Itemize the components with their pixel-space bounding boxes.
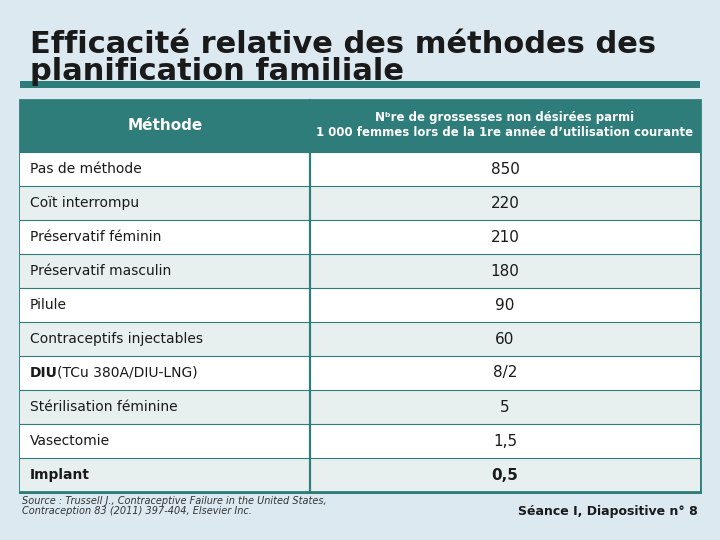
Text: Efficacité relative des méthodes des: Efficacité relative des méthodes des: [30, 30, 656, 59]
Text: 8/2: 8/2: [492, 366, 517, 381]
Text: Vasectomie: Vasectomie: [30, 434, 110, 448]
Text: 1 000 femmes lors de la 1re année d’utilisation courante: 1 000 femmes lors de la 1re année d’util…: [316, 125, 693, 138]
Text: 1,5: 1,5: [493, 434, 517, 449]
Text: Contraception 83 (2011) 397-404, Elsevier Inc.: Contraception 83 (2011) 397-404, Elsevie…: [22, 506, 252, 516]
Text: Nᵇre de grossesses non désirées parmi: Nᵇre de grossesses non désirées parmi: [375, 111, 634, 125]
Text: Préservatif masculin: Préservatif masculin: [30, 264, 171, 278]
Text: Coït interrompu: Coït interrompu: [30, 196, 139, 210]
FancyBboxPatch shape: [20, 100, 700, 152]
Text: 60: 60: [495, 332, 515, 347]
Text: Source : Trussell J., Contraceptive Failure in the United States,: Source : Trussell J., Contraceptive Fail…: [22, 496, 327, 506]
Text: Contraceptifs injectables: Contraceptifs injectables: [30, 332, 203, 346]
Text: DIU: DIU: [30, 366, 58, 380]
Text: Séance I, Diapositive n° 8: Séance I, Diapositive n° 8: [518, 505, 698, 518]
FancyBboxPatch shape: [20, 458, 700, 492]
FancyBboxPatch shape: [20, 81, 700, 88]
Text: Stérilisation féminine: Stérilisation féminine: [30, 400, 178, 414]
Text: (TCu 380A/DIU-LNG): (TCu 380A/DIU-LNG): [57, 366, 197, 380]
Text: Pilule: Pilule: [30, 298, 67, 312]
Text: 850: 850: [490, 161, 519, 177]
Text: 220: 220: [490, 195, 519, 211]
FancyBboxPatch shape: [20, 254, 700, 288]
FancyBboxPatch shape: [20, 288, 700, 322]
Text: planification familiale: planification familiale: [30, 57, 404, 86]
FancyBboxPatch shape: [20, 152, 700, 186]
Text: Implant: Implant: [30, 468, 90, 482]
Text: Préservatif féminin: Préservatif féminin: [30, 230, 161, 244]
Text: 5: 5: [500, 400, 510, 415]
Text: 90: 90: [495, 298, 515, 313]
FancyBboxPatch shape: [20, 356, 700, 390]
Text: 0,5: 0,5: [492, 468, 518, 483]
FancyBboxPatch shape: [20, 390, 700, 424]
Text: 210: 210: [490, 230, 519, 245]
FancyBboxPatch shape: [20, 186, 700, 220]
FancyBboxPatch shape: [20, 424, 700, 458]
FancyBboxPatch shape: [20, 220, 700, 254]
FancyBboxPatch shape: [20, 322, 700, 356]
Text: Pas de méthode: Pas de méthode: [30, 162, 142, 176]
Text: 180: 180: [490, 264, 519, 279]
Text: Méthode: Méthode: [127, 118, 202, 133]
